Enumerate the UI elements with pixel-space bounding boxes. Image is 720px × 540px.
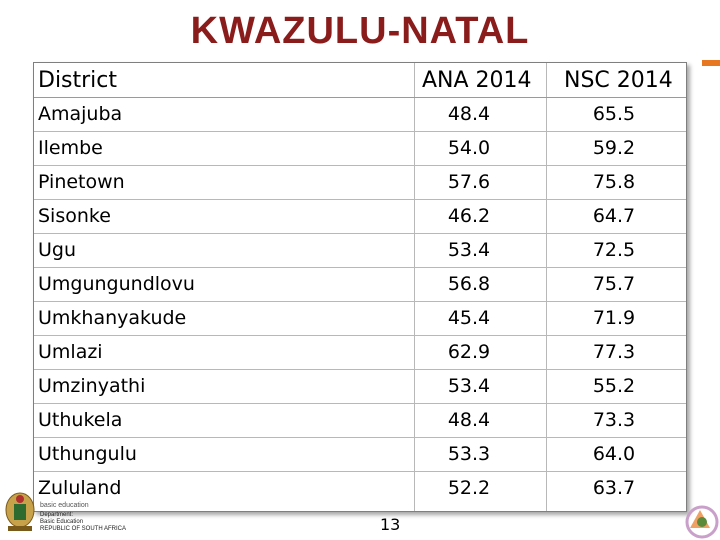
column-divider (546, 63, 547, 511)
nsc-cell: 73.3 (592, 409, 636, 431)
ana-cell: 54.0 (447, 137, 491, 159)
nsc-cell: 75.8 (592, 171, 636, 193)
department-logo: basic education Department: Basic Educat… (0, 490, 127, 540)
ana-cell: 48.4 (447, 103, 491, 125)
nsc-cell: 63.7 (592, 477, 636, 499)
table-row: Sisonke 46.2 64.7 (34, 199, 686, 234)
table-row: Umkhanyakude 45.4 71.9 (34, 301, 686, 336)
results-table: District ANA 2014 NSC 2014 Amajuba 48.4 … (33, 62, 687, 512)
district-cell: Umlazi (38, 341, 103, 363)
nsc-cell: 71.9 (592, 307, 636, 329)
district-cell: Umkhanyakude (38, 307, 187, 329)
nsc-cell: 64.0 (592, 443, 636, 465)
accent-bar (702, 60, 720, 66)
ana-cell: 53.4 (447, 375, 491, 397)
district-cell: Ilembe (38, 137, 103, 159)
table-header-row: District ANA 2014 NSC 2014 (34, 63, 686, 98)
district-cell: Pinetown (38, 171, 125, 193)
nsc-cell: 77.3 (592, 341, 636, 363)
table-row: Zululand 52.2 63.7 (34, 471, 686, 505)
ana-cell: 62.9 (447, 341, 491, 363)
table-row: Uthungulu 53.3 64.0 (34, 437, 686, 472)
table-row: Uthukela 48.4 73.3 (34, 403, 686, 438)
page-title: KWAZULU-NATAL (190, 10, 530, 52)
logo-line: REPUBLIC OF SOUTH AFRICA (40, 526, 127, 532)
district-cell: Ugu (38, 239, 77, 261)
district-cell: Sisonke (38, 205, 111, 227)
district-cell: Amajuba (38, 103, 123, 125)
nsc-cell: 55.2 (592, 375, 636, 397)
ana-cell: 45.4 (447, 307, 491, 329)
district-cell: Umzinyathi (38, 375, 146, 397)
nsc-cell: 64.7 (592, 205, 636, 227)
ana-cell: 53.4 (447, 239, 491, 261)
nsc-cell: 59.2 (592, 137, 636, 159)
table-row: Pinetown 57.6 75.8 (34, 165, 686, 200)
ana-cell: 46.2 (447, 205, 491, 227)
header-nsc-2014: NSC 2014 (564, 68, 673, 93)
ana-cell: 57.6 (447, 171, 491, 193)
badge-icon (685, 505, 719, 539)
district-cell: Uthungulu (38, 443, 137, 465)
logo-line: basic education (40, 502, 89, 509)
district-cell: Zululand (38, 477, 122, 499)
coat-of-arms-icon (5, 492, 35, 531)
ana-cell: 48.4 (447, 409, 491, 431)
ana-cell: 52.2 (447, 477, 491, 499)
nsc-cell: 65.5 (592, 103, 636, 125)
nsc-cell: 75.7 (592, 273, 636, 295)
district-cell: Umgungundlovu (38, 273, 195, 295)
header-district: District (38, 68, 118, 93)
header-ana-2014: ANA 2014 (422, 68, 532, 93)
ana-cell: 56.8 (447, 273, 491, 295)
nsc-cell: 72.5 (592, 239, 636, 261)
ana-cell: 53.3 (447, 443, 491, 465)
table-row: Amajuba 48.4 65.5 (34, 97, 686, 132)
table-row: Umlazi 62.9 77.3 (34, 335, 686, 370)
table-row: Umzinyathi 53.4 55.2 (34, 369, 686, 404)
logo-line: Department: (40, 512, 74, 518)
logo-line: Basic Education (40, 519, 84, 525)
page-number: 13 (380, 515, 401, 534)
table-row: Umgungundlovu 56.8 75.7 (34, 267, 686, 302)
column-divider (414, 63, 415, 511)
table-row: Ilembe 54.0 59.2 (34, 131, 686, 166)
table-row: Ugu 53.4 72.5 (34, 233, 686, 268)
district-cell: Uthukela (38, 409, 123, 431)
